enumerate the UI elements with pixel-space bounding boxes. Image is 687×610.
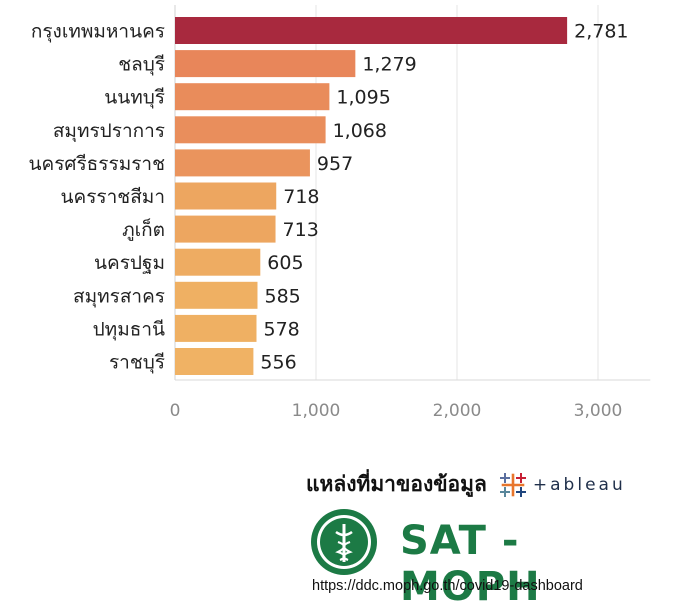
org-name: SAT - MOPH xyxy=(400,518,541,610)
category-label: ชลบุรี xyxy=(118,54,165,77)
bar xyxy=(175,348,254,375)
bar xyxy=(175,182,277,210)
data-label: 1,068 xyxy=(333,120,387,142)
moph-seal-icon xyxy=(311,509,377,575)
data-source-footer: แหล่งที่มาของข้อมูล +ableau SAT - M xyxy=(300,460,670,610)
category-label: ราชบุรี xyxy=(109,352,165,375)
x-tick-label: 2,000 xyxy=(433,401,482,421)
tableau-wordmark: +ableau xyxy=(532,474,626,495)
x-tick-label: 1,000 xyxy=(292,401,341,421)
bar-chart: 0 1,000 2,000 3,000 กรุงเทพมหานคร 2,781 ชลบุรี… xyxy=(29,5,651,421)
bar xyxy=(175,215,276,243)
bar xyxy=(175,314,257,342)
category-label: นครราชสีมา xyxy=(61,186,165,208)
category-label: นครศรีธรรมราช xyxy=(29,153,166,175)
bar xyxy=(175,116,326,144)
data-label: 2,781 xyxy=(574,21,628,43)
tableau-logo-icon xyxy=(499,472,526,497)
bar xyxy=(175,50,356,78)
category-label: นครปฐม xyxy=(94,252,165,274)
category-label: ปทุมธานี xyxy=(93,318,165,341)
bar xyxy=(175,281,258,309)
category-label: สมุทรปราการ xyxy=(53,120,165,143)
bar xyxy=(175,248,261,276)
data-label: 578 xyxy=(263,318,299,340)
data-label: 1,095 xyxy=(336,87,390,109)
category-label: ภูเก็ต xyxy=(122,217,165,241)
data-label: 605 xyxy=(267,252,303,274)
category-label: นนทบุรี xyxy=(104,87,165,110)
bar xyxy=(175,17,568,44)
source-url: https://ddc.moph.go.th/covid19-dashboard xyxy=(312,578,583,594)
data-label: 1,279 xyxy=(362,54,416,76)
data-label: 713 xyxy=(283,219,319,241)
bar xyxy=(175,83,330,111)
data-source-label: แหล่งที่มาของข้อมูล xyxy=(306,472,487,496)
data-label: 585 xyxy=(264,285,300,307)
category-label: กรุงเทพมหานคร xyxy=(31,21,165,44)
bar xyxy=(175,149,310,177)
data-label: 556 xyxy=(260,352,296,374)
x-tick-label: 3,000 xyxy=(574,401,623,421)
data-label: 957 xyxy=(317,153,353,175)
x-tick-label: 0 xyxy=(170,401,181,421)
data-source-row: แหล่งที่มาของข้อมูล +ableau xyxy=(306,468,626,501)
category-label: สมุทรสาคร xyxy=(73,285,165,308)
data-label: 718 xyxy=(283,186,319,208)
